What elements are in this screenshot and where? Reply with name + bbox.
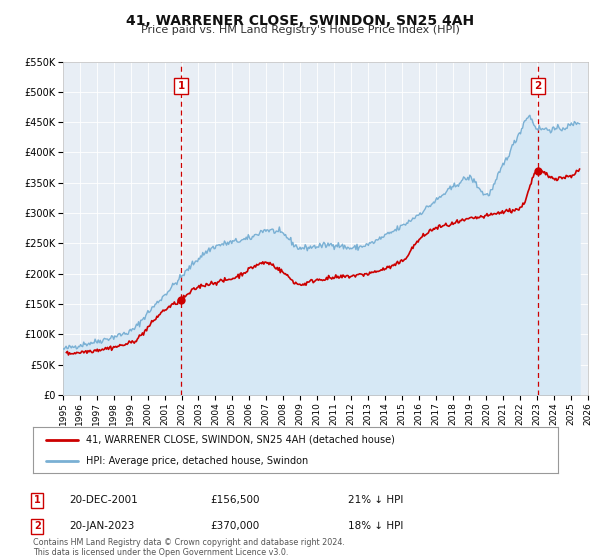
Text: Price paid vs. HM Land Registry's House Price Index (HPI): Price paid vs. HM Land Registry's House … (140, 25, 460, 35)
Text: Contains HM Land Registry data © Crown copyright and database right 2024.
This d: Contains HM Land Registry data © Crown c… (33, 538, 345, 557)
Text: £156,500: £156,500 (210, 495, 260, 505)
Text: 20-DEC-2001: 20-DEC-2001 (69, 495, 138, 505)
Text: HPI: Average price, detached house, Swindon: HPI: Average price, detached house, Swin… (86, 456, 308, 466)
Text: £370,000: £370,000 (210, 521, 259, 531)
Text: 20-JAN-2023: 20-JAN-2023 (69, 521, 134, 531)
Text: 41, WARRENER CLOSE, SWINDON, SN25 4AH (detached house): 41, WARRENER CLOSE, SWINDON, SN25 4AH (d… (86, 435, 394, 445)
Text: 2: 2 (34, 521, 41, 531)
Text: 2: 2 (535, 81, 542, 91)
Text: 1: 1 (178, 81, 185, 91)
Text: 41, WARRENER CLOSE, SWINDON, SN25 4AH: 41, WARRENER CLOSE, SWINDON, SN25 4AH (126, 14, 474, 28)
Text: 21% ↓ HPI: 21% ↓ HPI (348, 495, 403, 505)
Text: 1: 1 (34, 495, 41, 505)
Text: 18% ↓ HPI: 18% ↓ HPI (348, 521, 403, 531)
